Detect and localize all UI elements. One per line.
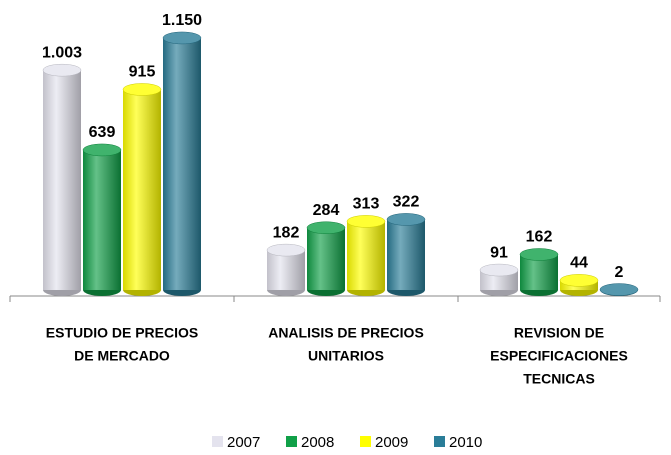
bar <box>162 31 202 296</box>
value-label: 1.003 <box>42 44 82 61</box>
bar <box>559 274 599 296</box>
value-label: 44 <box>570 255 588 272</box>
value-label: 1.150 <box>162 12 202 29</box>
legend-swatch <box>434 436 445 447</box>
value-label: 284 <box>313 202 340 219</box>
bar-top <box>266 243 306 257</box>
bar-top <box>519 248 559 261</box>
bar-body <box>83 149 121 290</box>
bar <box>82 143 122 296</box>
bar-top <box>82 143 122 157</box>
bar-body <box>43 70 81 290</box>
bar <box>42 63 82 296</box>
bar-body <box>123 89 161 291</box>
value-label: 639 <box>89 124 116 141</box>
x-tick-label: DE MERCADO <box>74 348 170 364</box>
bar-body <box>163 37 201 291</box>
bar-top <box>346 215 386 228</box>
value-label: 322 <box>393 194 420 211</box>
bar <box>346 215 386 296</box>
bar-top <box>42 63 82 77</box>
value-label: 91 <box>490 244 508 261</box>
x-tick-label: TECNICAS <box>523 371 595 387</box>
bar-body <box>267 250 305 290</box>
x-tick-label: ESTUDIO DE PRECIOS <box>46 325 198 341</box>
legend-swatch <box>286 436 297 447</box>
legend-label: 2007 <box>227 434 260 451</box>
bar <box>479 263 519 296</box>
bar-body <box>387 219 425 290</box>
x-tick-label: REVISION DE <box>514 325 604 341</box>
x-tick-label: UNITARIOS <box>308 348 384 364</box>
bar <box>386 213 426 296</box>
bar-body <box>307 227 345 290</box>
bar-body <box>347 221 385 290</box>
bar-top <box>479 263 519 277</box>
value-label: 915 <box>129 64 156 81</box>
legend-swatch <box>360 436 371 447</box>
bar <box>599 283 639 296</box>
x-tick-label: ESPECIFICACIONES <box>490 348 628 364</box>
bar <box>519 248 559 296</box>
bar-top <box>386 213 426 226</box>
value-label: 182 <box>273 224 300 241</box>
value-label: 313 <box>353 196 380 213</box>
bar <box>266 243 306 296</box>
bar-top <box>122 83 162 96</box>
x-tick-label: ANALISIS DE PRECIOS <box>268 325 424 341</box>
legend-label: 2008 <box>301 434 334 451</box>
legend-label: 2009 <box>375 434 408 451</box>
value-label: 2 <box>615 264 624 281</box>
bar-top <box>306 221 346 235</box>
bar-top <box>559 274 599 287</box>
bar <box>122 83 162 296</box>
value-label: 162 <box>526 229 553 246</box>
bar-top <box>599 283 639 296</box>
bar <box>306 221 346 296</box>
bar-top <box>162 31 202 45</box>
legend-swatch <box>212 436 223 447</box>
legend-label: 2010 <box>449 434 482 451</box>
